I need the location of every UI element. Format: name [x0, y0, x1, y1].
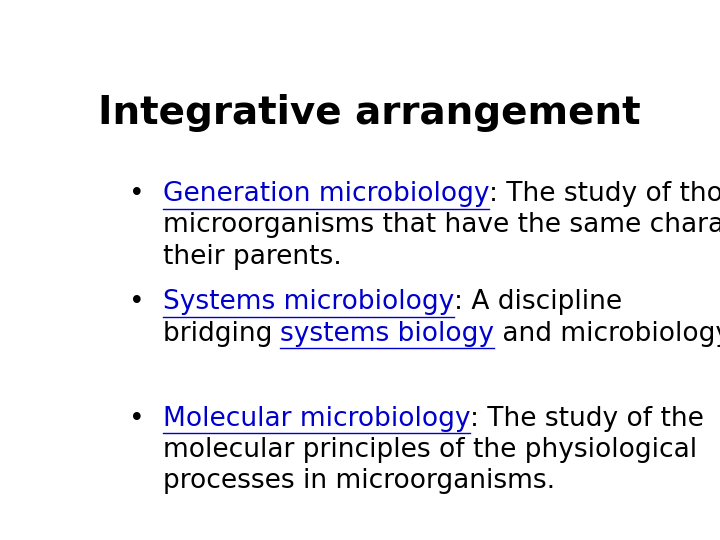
Text: systems biology: systems biology [280, 321, 495, 347]
Text: : A discipline: : A discipline [454, 289, 622, 315]
Text: bridging: bridging [163, 321, 280, 347]
Text: •: • [129, 181, 145, 207]
Text: processes in microorganisms.: processes in microorganisms. [163, 468, 554, 494]
Text: Molecular microbiology: Molecular microbiology [163, 406, 470, 432]
Text: microorganisms that have the same characters as: microorganisms that have the same charac… [163, 212, 720, 238]
Text: and microbiology.: and microbiology. [495, 321, 720, 347]
Text: their parents.: their parents. [163, 244, 341, 269]
Text: molecular principles of the physiological: molecular principles of the physiologica… [163, 437, 697, 463]
Text: •: • [129, 289, 145, 315]
Text: : The study of the: : The study of the [470, 406, 704, 432]
Text: Systems microbiology: Systems microbiology [163, 289, 454, 315]
Text: •: • [129, 406, 145, 432]
Text: Generation microbiology: Generation microbiology [163, 181, 489, 207]
Text: : The study of those: : The study of those [489, 181, 720, 207]
Text: Integrative arrangement: Integrative arrangement [98, 94, 640, 132]
